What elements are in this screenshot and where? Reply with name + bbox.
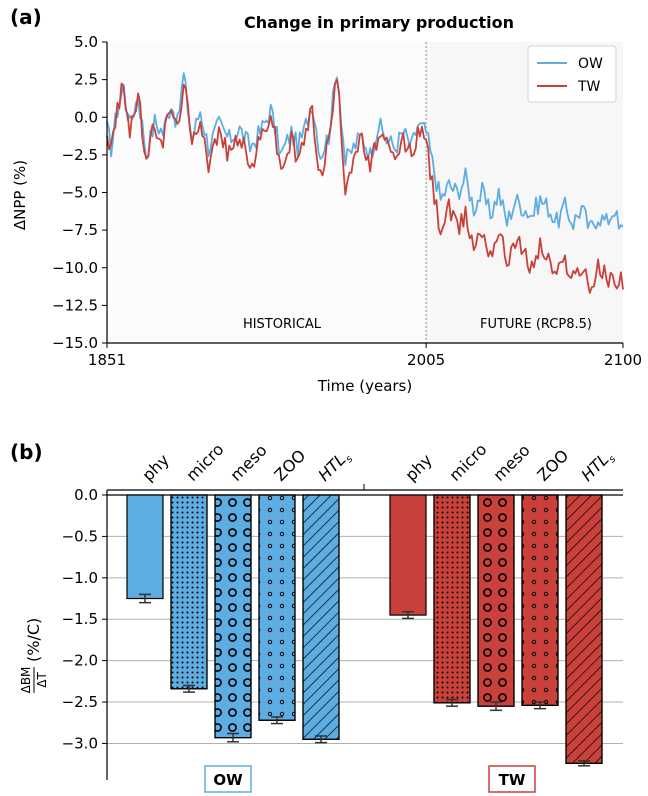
group-box-tw — [488, 765, 536, 793]
y-tick-label-b: −1.5 — [62, 610, 98, 628]
y-tick-label-b: −2.0 — [62, 652, 98, 670]
category-label-ow-phy: phy — [138, 450, 172, 484]
y-tick-label-b: 0.0 — [74, 486, 98, 504]
group-box-ow — [204, 765, 252, 793]
bar-pattern-ow-zoo — [258, 494, 296, 721]
x-axis-label-a: Time (years) — [317, 377, 412, 395]
y-tick-label-b: −2.5 — [62, 693, 98, 711]
x-tick-label-a: 2005 — [407, 351, 445, 369]
y-axis-label-b: ΔBM ΔT (%/C) — [19, 618, 49, 694]
legend-label-ow: OW — [578, 56, 603, 72]
y-tick-label-a: 2.5 — [74, 71, 98, 89]
x-tick-label-a: 1851 — [88, 351, 126, 369]
panel-b-tag: (b) — [10, 440, 43, 464]
panel-a: (a) Change in primary production 5.0 2.5 0… — [10, 5, 642, 395]
category-label-ow-zoo: ZOO — [270, 446, 309, 485]
chart-title: Change in primary production — [244, 13, 514, 32]
bar-pattern-tw-micro — [433, 494, 471, 704]
ylabel-numerator: ΔBM — [19, 667, 33, 694]
y-axis-label-a: ΔNPP (%) — [11, 160, 29, 230]
y-tick-label-a: 5.0 — [74, 33, 98, 51]
category-label-tw-htl: HTLs — [577, 446, 618, 487]
y-tick-label-a: −15.0 — [52, 334, 98, 352]
group-label-ow: OW — [213, 771, 243, 789]
category-label-tw-zoo: ZOO — [533, 446, 572, 485]
panel-a-tag: (a) — [10, 5, 42, 29]
category-label-ow-meso: meso — [226, 441, 270, 485]
legend-label-tw: TW — [577, 79, 601, 95]
bar-pattern-ow-htl — [302, 494, 340, 740]
y-tick-label-a: −5.0 — [62, 184, 98, 202]
category-label-ow-htl: HTLs — [314, 446, 355, 487]
annotation-future: FUTURE (RCP8.5) — [480, 317, 592, 332]
ylabel-denominator: ΔT — [35, 672, 49, 688]
category-label-tw-meso: meso — [489, 441, 533, 485]
x-ticks-a: 1851 2005 2100 — [88, 343, 642, 369]
bar-ow-phy — [126, 494, 164, 600]
line-series-group — [106, 72, 624, 294]
y-tick-label-b: −3.0 — [62, 734, 98, 752]
group-label-tw: TW — [499, 771, 526, 789]
y-tick-label-a: −2.5 — [62, 146, 98, 164]
bar-pattern-tw-zoo — [521, 494, 559, 706]
legend-a: OW TW — [527, 45, 617, 103]
bars-b — [126, 494, 603, 767]
annotation-historical: HISTORICAL — [243, 317, 322, 332]
y-tick-label-b: −0.5 — [62, 527, 98, 545]
y-tick-label-b: −1.0 — [62, 569, 98, 587]
bar-tw-phy — [389, 494, 427, 616]
y-ticks-a: 5.0 2.5 0.0 −2.5 −5.0 −7.5 −10.0 −12.5 −15.0 — [52, 33, 107, 352]
y-tick-label-a: −10.0 — [52, 259, 98, 277]
x-tick-label-a: 2100 — [604, 351, 642, 369]
ylabel-unit: (%/C) — [24, 618, 43, 662]
group-label-ow-box: OW — [204, 765, 252, 793]
category-label-ow-micro: micro — [182, 440, 227, 485]
legend-box — [527, 45, 617, 103]
group-label-tw-box: TW — [488, 765, 536, 793]
bar-pattern-ow-meso — [214, 494, 252, 739]
bar-pattern-tw-htl — [565, 494, 603, 764]
category-label-tw-phy: phy — [401, 450, 435, 484]
category-label-tw-micro: micro — [445, 440, 490, 485]
y-tick-label-a: −7.5 — [62, 221, 98, 239]
y-tick-label-a: 0.0 — [74, 108, 98, 126]
y-ticks-b: 0.0 −0.5 −1.0 −1.5 −2.0 −2.5 −3.0 — [62, 486, 107, 752]
y-tick-label-a: −12.5 — [52, 296, 98, 314]
line-series-tw — [106, 79, 624, 294]
bar-pattern-ow-micro — [170, 494, 208, 690]
bar-pattern-tw-meso — [477, 494, 515, 707]
